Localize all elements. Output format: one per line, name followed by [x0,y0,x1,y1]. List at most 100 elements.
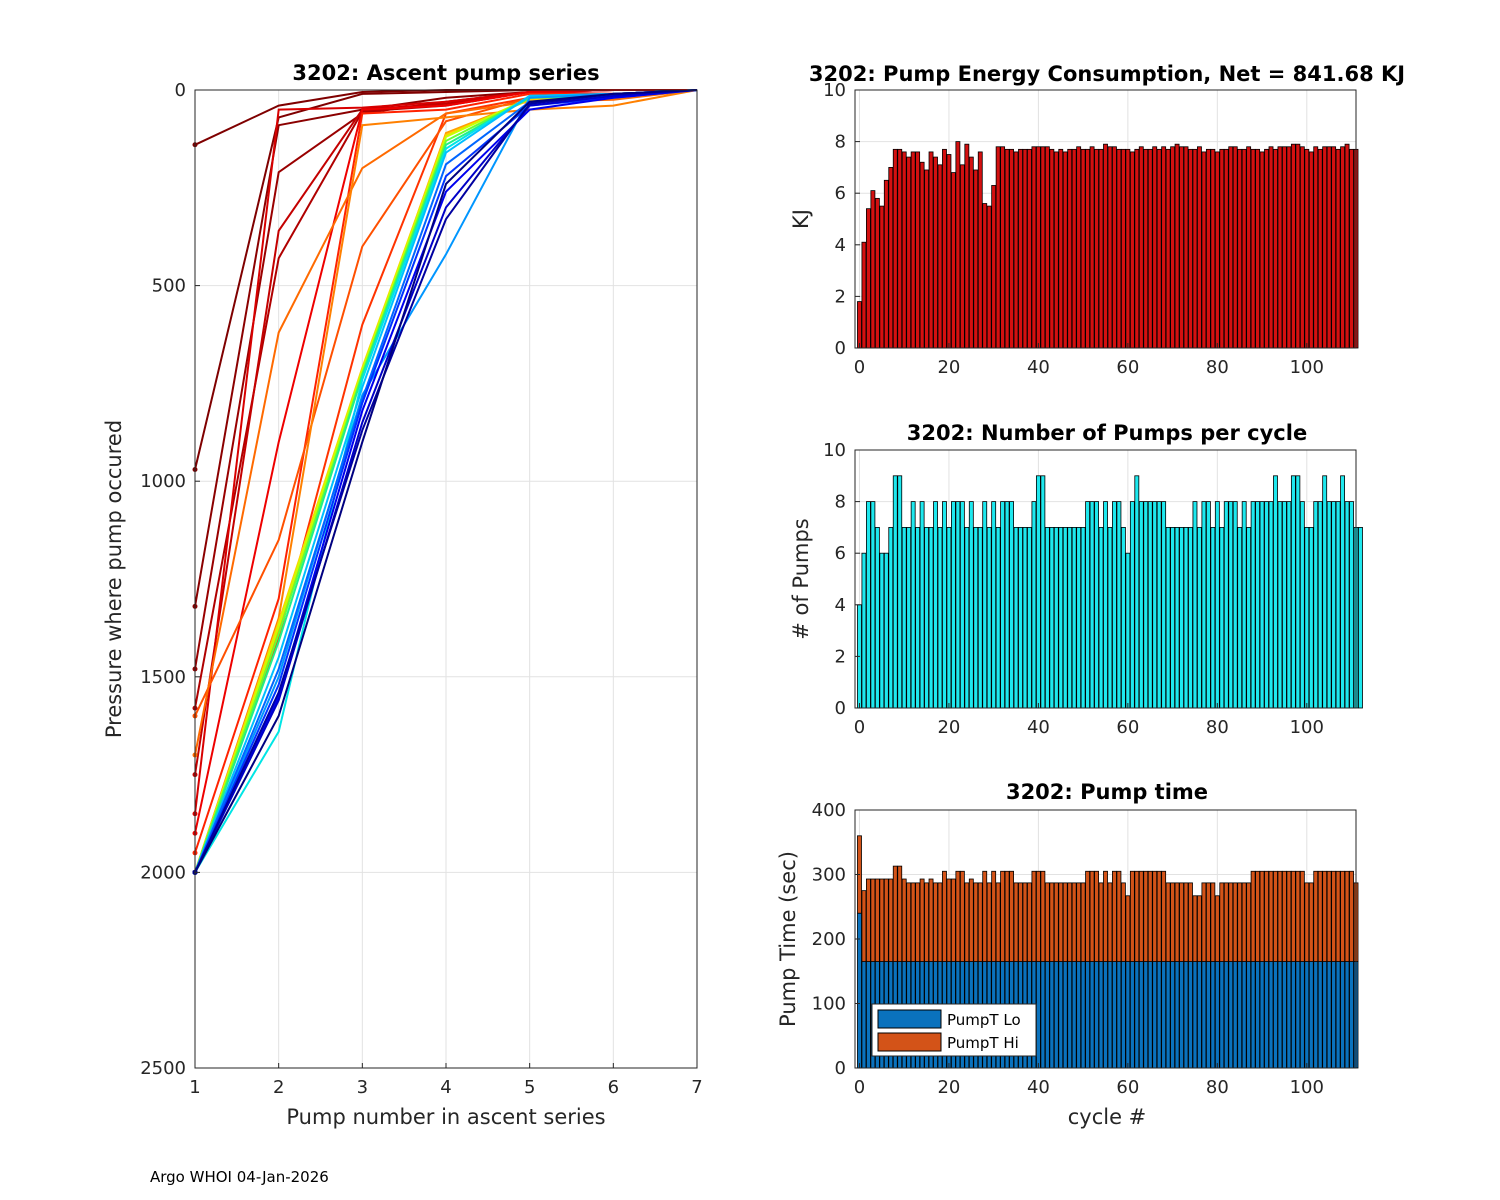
energy-bar [1290,143,1296,349]
energy-bar [1344,143,1350,349]
energy-bar [1304,148,1310,349]
pumptime-bar-hi [1161,870,1167,962]
pumptime-bar-lo [1044,961,1050,1069]
pumptime-bar-hi [946,878,952,962]
pumptime-bar-hi [915,882,921,962]
npumps-bar [1067,527,1073,709]
pumptime-ytick-label: 400 [812,800,846,821]
npumps-bar [1098,527,1104,709]
energy-bar [942,148,947,349]
pumptime-bar-hi [888,878,894,962]
npumps-ylabel: # of Pumps [789,518,813,640]
energy-xtick-label: 40 [1027,357,1050,378]
pumptime-bar-hi [1246,882,1252,962]
npumps-bar [1295,475,1301,709]
energy-bar [1219,148,1225,349]
energy-xtick-label: 80 [1206,357,1229,378]
pumptime-bar-lo [1331,961,1337,1069]
pumptime-bar-lo [1049,961,1055,1069]
pumptime-bar-hi [1344,870,1350,962]
pumptime-bar-hi [1129,870,1135,962]
energy-bar [1286,146,1292,349]
pumptime-bar-hi [1223,882,1229,962]
npumps-bar [1290,475,1296,709]
pumptime-bar-hi [1000,870,1006,962]
energy-xtick-label: 0 [854,357,865,378]
energy-bar [991,185,997,349]
npumps-bar [919,501,925,709]
npumps-bar [1116,501,1122,709]
energy-bar [915,151,921,349]
ascent-series-line [194,89,698,873]
pumptime-bar-lo [1062,961,1068,1069]
pumptime-bar-hi [1317,870,1323,962]
ascent-panel: 3202: Ascent pump series 1 2 3 4 5 6 7 0 500 1000… [102,61,703,1129]
pumptime-bar-hi [1035,870,1041,962]
npumps-bar [959,501,965,709]
npumps-bar [1071,527,1077,709]
pumptime-bar-hi [1116,870,1122,962]
npumps-bar [861,552,867,709]
pumptime-bar-hi [1340,870,1345,962]
npumps-bar [1313,501,1319,709]
energy-bar [879,205,885,349]
ascent-series-line [194,89,698,756]
npumps-bar [892,475,898,709]
pumptime-bar-lo [1322,961,1328,1069]
npumps-bar [995,527,1001,709]
pumptime-bar-hi [1331,870,1337,962]
pumptime-bar-lo [1107,961,1113,1069]
pumptime-bar-lo [1197,961,1202,1069]
npumps-bar [1246,527,1252,709]
energy-ytick-label: 0 [835,338,846,359]
pumptime-bar-lo [857,912,862,1069]
energy-bar [1071,148,1077,349]
pumptime-bar-lo [1183,961,1189,1069]
pumptime-bar-hi [951,878,956,962]
npumps-bar [1125,552,1131,709]
pumptime-bar-hi [879,878,885,962]
npumps-bar [1179,527,1184,709]
pumptime-bar-hi [1170,882,1176,962]
pumptime-ytick-label: 0 [835,1058,846,1079]
legend-swatch-hi [877,1032,942,1052]
npumps-bar [1286,501,1292,709]
pumptime-bar-lo [1112,961,1117,1069]
pumptime-bar-hi [995,882,1001,962]
energy-bar [995,146,1001,349]
pumptime-bar-hi [1143,870,1149,962]
npumps-bar [1273,475,1278,709]
pumptime-bar-lo [1246,961,1252,1069]
npumps-bar [883,552,889,709]
pumptime-bar-hi [937,882,943,962]
energy-bar [1322,146,1328,349]
npumps-bar [1210,527,1216,709]
npumps-bar [1044,527,1050,709]
pumptime-bar-lo [1152,961,1158,1069]
pumptime-bar-lo [1201,961,1207,1069]
npumps-bar [1094,501,1099,709]
pumptime-ytick-label: 200 [812,929,846,950]
pumptime-bar-hi [1250,870,1256,962]
npumps-bar [1317,501,1323,709]
ascent-ytick-label: 0 [175,80,186,101]
pumptime-bar-hi [964,882,970,962]
npumps-bar [942,501,947,709]
energy-bar [888,166,894,349]
pumptime-bar-hi [1201,882,1207,962]
pumptime-bar-lo [866,961,871,1069]
ascent-ytick-label: 500 [152,276,186,297]
energy-bar [1165,148,1171,349]
pumptime-bar-hi [1044,882,1050,962]
pumptime-bar-hi [1273,870,1278,962]
pumptime-bar-hi [1304,882,1310,962]
pumptime-bar-lo [1264,961,1269,1069]
pumptime-bar-hi [1259,870,1265,962]
pumptime-bar-lo [1282,961,1287,1069]
energy-bar [1277,146,1283,349]
energy-bar [1053,151,1059,349]
legend-swatch-lo [877,1009,942,1029]
pumptime-bar-lo [1219,961,1225,1069]
pumptime-bar-lo [1174,961,1180,1069]
pumptime-bar-hi [991,870,997,962]
